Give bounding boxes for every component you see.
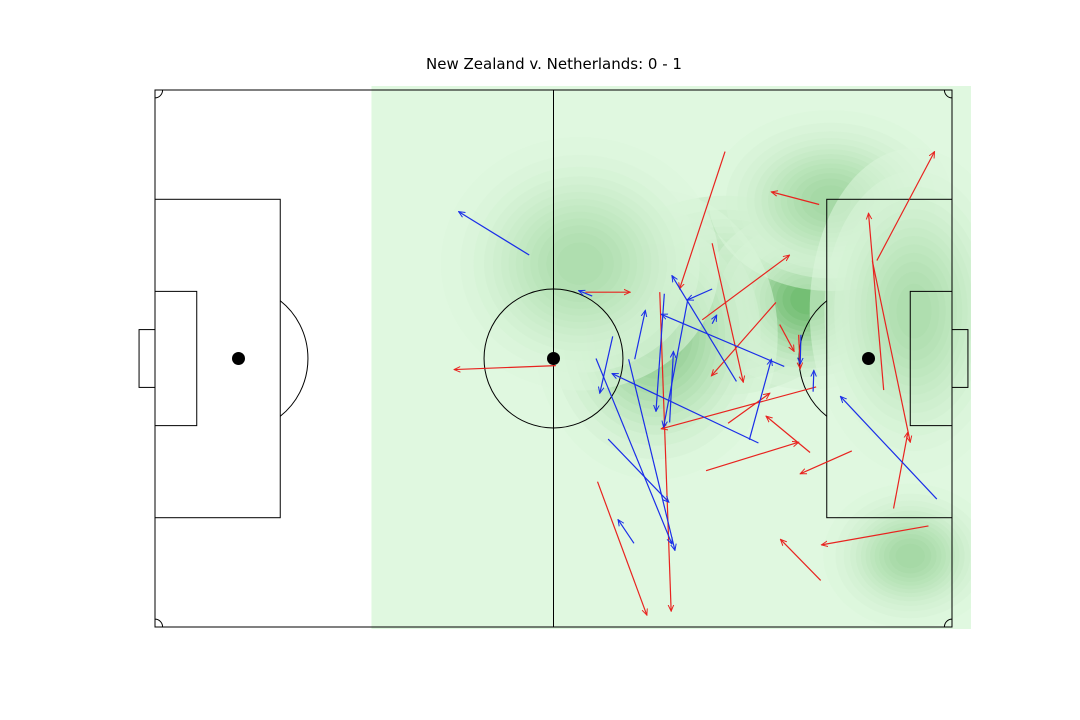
heatmap-contour	[895, 543, 925, 569]
pass-arrow	[454, 365, 556, 370]
heatmap-contour	[896, 283, 932, 339]
pass-arrow	[680, 151, 726, 289]
corner-arc	[154, 89, 164, 99]
pass-arrow	[876, 152, 935, 261]
pass-arrow	[780, 539, 822, 581]
corner-arc	[943, 89, 953, 99]
pass-arrow	[821, 525, 929, 545]
pass-arrow	[813, 370, 814, 392]
heatmap-blob	[809, 148, 971, 474]
pass-arrow	[687, 288, 713, 301]
pass-arrow	[711, 243, 743, 382]
pass-arrow	[669, 351, 674, 423]
pass-arrow	[579, 291, 593, 297]
pass-arrow	[712, 315, 717, 325]
left-penalty-spot	[231, 352, 245, 365]
right-goal	[951, 329, 969, 388]
pass-arrow	[664, 299, 689, 427]
pass-arrow	[607, 438, 669, 502]
pass-arrow	[727, 393, 770, 424]
pass-arrow	[659, 292, 671, 611]
left-penalty-arc	[279, 300, 309, 417]
pass-arrow	[711, 302, 777, 375]
pass-series-blue	[459, 212, 938, 551]
left-penalty-area	[154, 198, 281, 519]
pass-arrow	[661, 314, 785, 367]
pass-arrow	[800, 334, 801, 364]
pass-arrow	[600, 336, 614, 393]
pass-arrow	[748, 359, 771, 440]
pass-arrow	[701, 255, 789, 321]
pass-arrows	[454, 152, 938, 616]
corner-arc	[154, 618, 164, 628]
pass-arrow	[800, 450, 853, 475]
left-goal	[138, 329, 156, 388]
pass-arrow	[892, 432, 908, 509]
pass-arrow	[869, 213, 885, 391]
left-six-yard-box	[154, 290, 198, 427]
pass-arrow	[771, 192, 820, 206]
heatmap-contour	[556, 242, 604, 286]
heatmap-blob	[440, 137, 720, 391]
pass-arrow	[612, 372, 759, 444]
pass-arrow	[656, 293, 665, 412]
pitch-markings	[138, 89, 969, 628]
centre-spot	[547, 352, 560, 365]
pass-series-red	[454, 152, 934, 616]
pass-arrow	[705, 442, 799, 472]
pass-arrow	[634, 310, 646, 360]
pass-arrow	[779, 324, 794, 352]
pass-arrow	[595, 358, 672, 545]
pass-arrow	[618, 520, 635, 544]
pass-arrow	[661, 386, 817, 429]
pass-arrow	[871, 260, 910, 443]
pass-arrow	[459, 212, 530, 256]
chart-title: New Zealand v. Netherlands: 0 - 1	[426, 55, 682, 73]
pass-arrow	[672, 276, 737, 382]
pass-arrow	[628, 359, 675, 550]
pass-arrow	[596, 481, 647, 615]
pass-arrow	[766, 416, 811, 453]
corner-arc	[943, 618, 953, 628]
heatmap-blob	[823, 483, 971, 629]
heatmap-layer	[371, 86, 971, 629]
right-penalty-spot	[862, 352, 876, 365]
pass-arrow	[840, 396, 938, 500]
centre-circle	[483, 288, 624, 429]
